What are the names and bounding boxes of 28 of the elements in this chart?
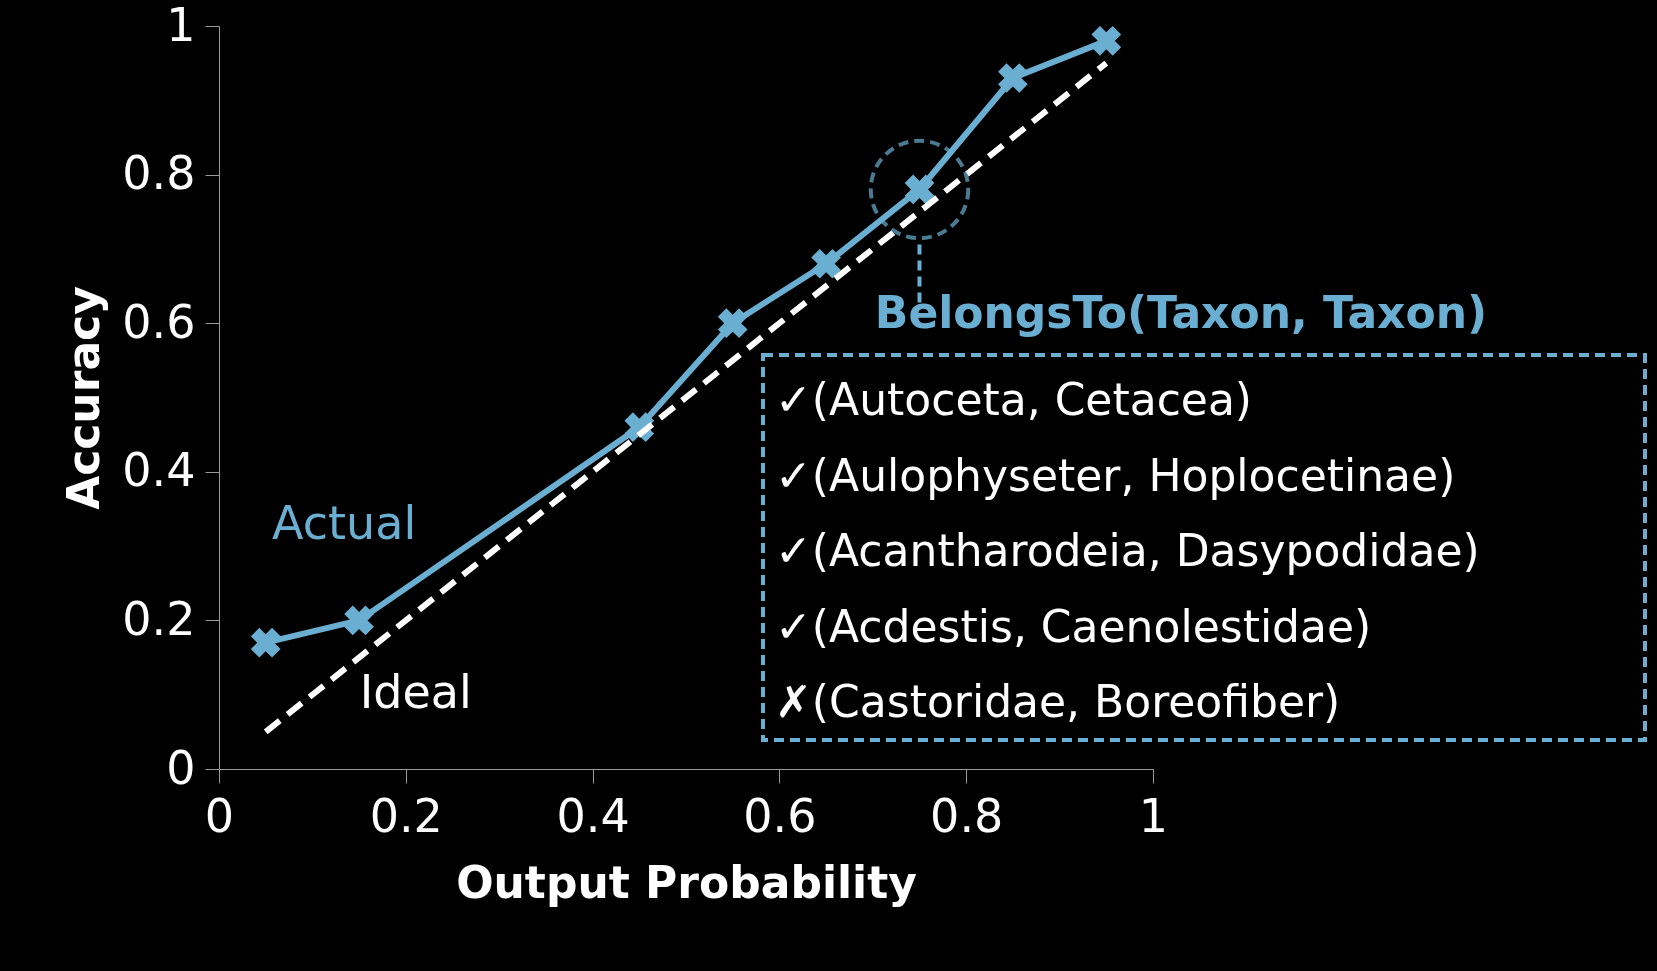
y-tick-label: 0.4 <box>122 443 196 498</box>
y-tick-label: 0.2 <box>122 591 196 646</box>
point <box>717 308 748 339</box>
annotation: ✓(Acantharodeia, Dasypodidae) <box>775 525 1480 576</box>
y-tick-label: 0 <box>166 740 196 795</box>
annotation: ✓(Aulophyseter, Hoplocetinae) <box>775 449 1456 501</box>
x-tick-label: 0.6 <box>743 788 817 843</box>
x-tick-label: 0.4 <box>556 788 630 843</box>
point <box>1091 26 1122 56</box>
x-tick-label: 0.2 <box>369 788 443 843</box>
x-tick-label: 0 <box>204 788 235 843</box>
y-tick-label: 0.6 <box>122 294 196 349</box>
y-tick-label: 1 <box>166 0 196 52</box>
x-tick-label: 1 <box>1138 788 1169 843</box>
series-label: Actual <box>272 496 417 551</box>
annotation: ✓(Acdestis, Caenolestidae) <box>775 600 1372 652</box>
x-axis-title: Output Probability <box>456 856 917 908</box>
annotation: ✗(Castoridae, Boreofiber) <box>775 676 1341 727</box>
y-tick-label: 0.8 <box>122 146 196 201</box>
annotation: ✓(Autoceta, Cetacea) <box>775 374 1253 425</box>
annotation: BelongsTo(Taxon, Taxon) <box>874 287 1488 338</box>
series-label: Ideal <box>359 664 472 719</box>
point <box>811 248 841 279</box>
point <box>250 627 281 658</box>
x-tick-label: 0.8 <box>930 788 1004 843</box>
y-axis-title: Accuracy <box>58 286 110 510</box>
point <box>998 63 1028 93</box>
point <box>344 605 374 636</box>
